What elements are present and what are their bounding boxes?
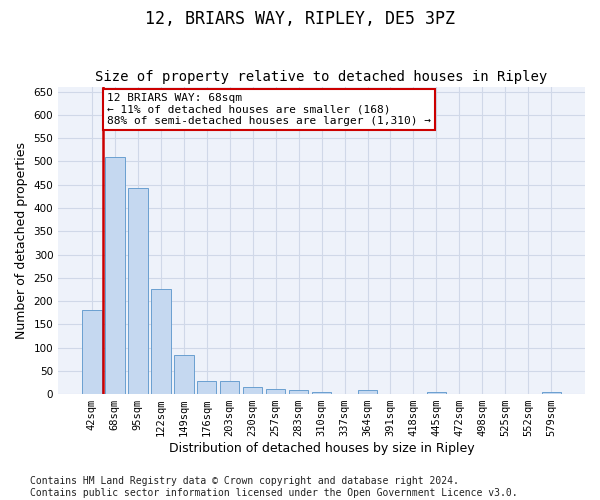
Title: Size of property relative to detached houses in Ripley: Size of property relative to detached ho… xyxy=(95,70,548,85)
Bar xyxy=(266,390,286,394)
Bar xyxy=(128,188,148,394)
Bar xyxy=(105,157,125,394)
Y-axis label: Number of detached properties: Number of detached properties xyxy=(15,142,28,339)
Bar xyxy=(243,387,262,394)
Bar xyxy=(312,392,331,394)
Bar xyxy=(174,355,194,394)
Bar xyxy=(151,289,170,394)
Bar xyxy=(358,390,377,394)
Bar xyxy=(427,392,446,394)
Text: 12, BRIARS WAY, RIPLEY, DE5 3PZ: 12, BRIARS WAY, RIPLEY, DE5 3PZ xyxy=(145,10,455,28)
Bar xyxy=(289,390,308,394)
X-axis label: Distribution of detached houses by size in Ripley: Distribution of detached houses by size … xyxy=(169,442,475,455)
Bar xyxy=(542,392,561,394)
Bar xyxy=(220,381,239,394)
Text: Contains HM Land Registry data © Crown copyright and database right 2024.
Contai: Contains HM Land Registry data © Crown c… xyxy=(30,476,518,498)
Bar xyxy=(197,381,217,394)
Text: 12 BRIARS WAY: 68sqm
← 11% of detached houses are smaller (168)
88% of semi-deta: 12 BRIARS WAY: 68sqm ← 11% of detached h… xyxy=(107,92,431,126)
Bar xyxy=(82,310,101,394)
